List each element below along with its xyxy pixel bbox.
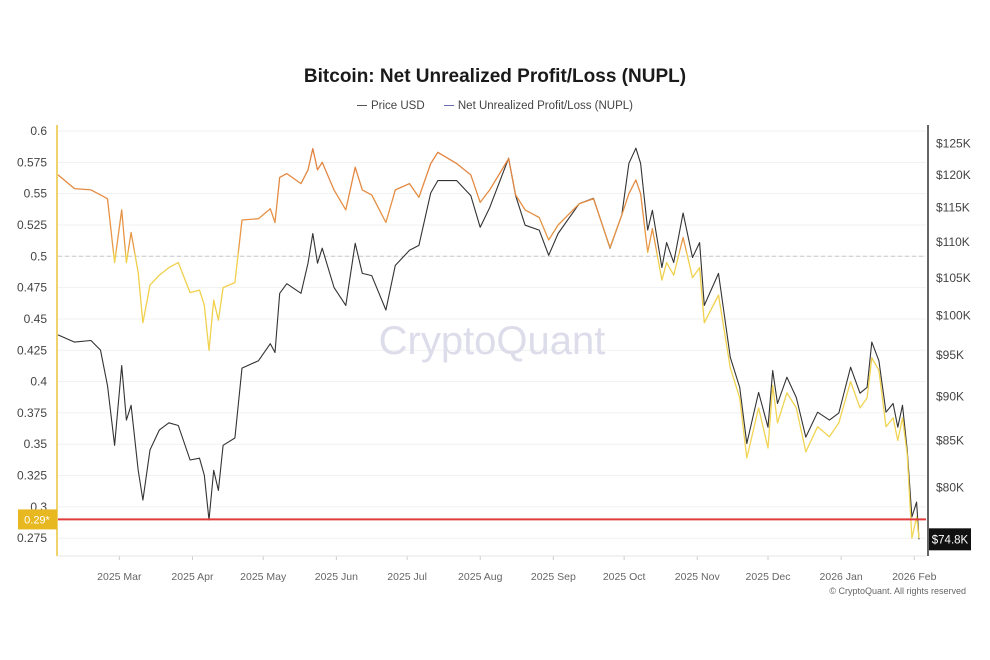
x-tick-label: 2025 Oct: [603, 571, 646, 583]
right-tick-label: $110K: [936, 235, 970, 249]
legend: Price USD Net Unrealized Profit/Loss (NU…: [0, 100, 990, 112]
right-tick-label: $100K: [936, 308, 971, 322]
last-price-label: $74.8K: [932, 534, 969, 546]
x-tick-label: 2025 Nov: [675, 571, 721, 583]
left-tick-label: 0.45: [24, 312, 48, 326]
right-tick-label: $105K: [936, 271, 971, 285]
x-tick-label: 2025 Sep: [531, 571, 576, 583]
left-tick-label: 0.525: [17, 218, 47, 232]
x-tick-label: 2026 Jan: [820, 571, 863, 583]
x-tick-label: 2025 Jul: [387, 571, 427, 583]
left-tick-label: 0.275: [17, 531, 47, 545]
x-tick-label: 2025 May: [240, 571, 287, 583]
x-tick-label: 2025 Aug: [458, 571, 503, 583]
left-tick-label: 0.6: [30, 124, 47, 138]
right-tick-label: $115K: [936, 201, 970, 215]
gridlines: [58, 130, 926, 539]
left-tick-label: 0.575: [17, 155, 47, 169]
left-tick-label: 0.425: [17, 343, 47, 357]
nupl-line: [57, 147, 920, 539]
legend-label-nupl: Net Unrealized Profit/Loss (NUPL): [457, 100, 633, 112]
right-tick-label: $125K: [936, 136, 971, 150]
left-tick-label: 0.5: [30, 249, 47, 263]
right-tick-label: $90K: [936, 390, 964, 404]
x-tick-label: 2025 Dec: [746, 571, 791, 583]
price-usd-line: [57, 147, 920, 540]
right-tick-label: $85K: [936, 434, 964, 448]
x-tick-label: 2025 Mar: [97, 571, 142, 583]
last-price-badge: [929, 528, 971, 551]
threshold-badge: [18, 509, 57, 530]
left-tick-label: 0.4: [30, 375, 47, 389]
legend-label-price: Price USD: [370, 100, 425, 112]
price-line-swatch: [356, 105, 367, 107]
right-tick-label: $95K: [936, 348, 964, 362]
right-tick-label: $120K: [936, 168, 971, 182]
copyright: © CryptoQuant. All rights reserved: [829, 586, 966, 596]
x-tick-label: 2025 Jun: [315, 571, 358, 583]
chart-title: Bitcoin: Net Unrealized Profit/Loss (NUP…: [303, 66, 687, 87]
watermark: CryptoQuant: [379, 319, 606, 363]
right-tick-label: $80K: [936, 480, 964, 494]
x-tick-label: 2025 Apr: [171, 571, 214, 583]
left-tick-label: 0.375: [17, 406, 47, 420]
nupl-line-swatch: [443, 105, 454, 107]
x-tick-label: 2026 Feb: [892, 571, 937, 583]
left-tick-label: 0.475: [17, 281, 47, 295]
left-tick-label: 0.325: [17, 469, 47, 483]
legend-item-nupl[interactable]: Net Unrealized Profit/Loss (NUPL): [443, 100, 633, 112]
left-tick-label: 0.35: [24, 437, 48, 451]
legend-item-price[interactable]: Price USD: [356, 100, 425, 112]
threshold-badge-label: 0.29*: [24, 514, 50, 526]
left-tick-label: 0.55: [24, 187, 48, 201]
